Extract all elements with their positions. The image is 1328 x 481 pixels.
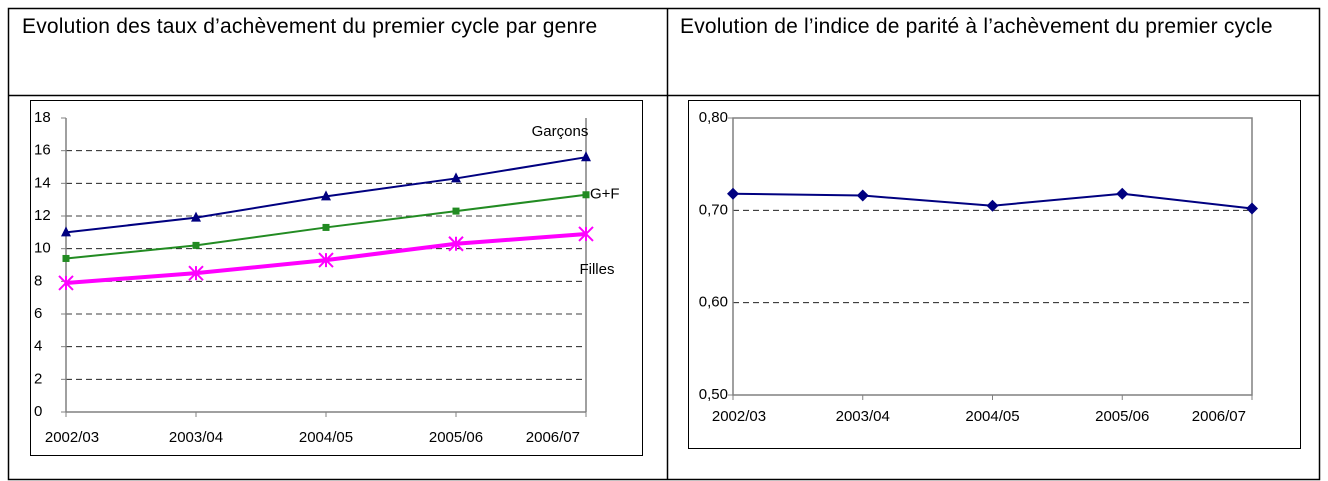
x-tick-label: 2002/03 (45, 429, 99, 446)
marker (58, 275, 74, 291)
table-border (7, 7, 1321, 481)
chart-frame (688, 100, 1301, 449)
x-tick-label: 2003/04 (836, 408, 890, 425)
y-tick-label: 0,50 (699, 386, 728, 403)
marker (322, 223, 330, 231)
x-tick-label: 2003/04 (169, 429, 223, 446)
x-tick-label: 2002/03 (712, 408, 766, 425)
marker (188, 265, 204, 281)
x-tick-label: 2006/07 (1192, 408, 1246, 425)
marker (581, 151, 591, 162)
x-tick-label: 2005/06 (429, 429, 483, 446)
marker (62, 254, 70, 262)
marker (582, 191, 590, 199)
cell-title: Evolution des taux d’achèvement du premi… (22, 15, 598, 38)
marker (1246, 202, 1258, 215)
marker (321, 190, 331, 201)
y-tick-label: 0,60 (699, 294, 728, 311)
x-tick-label: 2004/05 (965, 408, 1019, 425)
x-tick-label: 2005/06 (1095, 408, 1149, 425)
y-tick-label: 0 (34, 403, 42, 420)
y-tick-label: 12 (34, 207, 51, 224)
y-tick-label: 8 (34, 272, 42, 289)
y-tick-label: 2 (34, 370, 42, 387)
cell-title: Evolution de l’indice de parité à l’achè… (680, 15, 1273, 38)
y-tick-label: 14 (34, 174, 51, 191)
marker (192, 241, 200, 249)
y-tick-label: 10 (34, 240, 51, 257)
y-tick-label: 16 (34, 142, 51, 159)
marker (451, 172, 461, 183)
x-tick-label: 2006/07 (526, 429, 580, 446)
marker (191, 211, 201, 222)
x-tick-label: 2004/05 (299, 429, 353, 446)
series-label: Filles (579, 261, 614, 278)
series-label: Garçons (532, 123, 589, 140)
y-tick-label: 0,80 (699, 109, 728, 126)
marker (452, 207, 460, 215)
y-tick-label: 6 (34, 305, 42, 322)
marker (61, 226, 71, 237)
marker (986, 199, 999, 212)
marker (448, 236, 464, 252)
y-tick-label: 18 (34, 109, 51, 126)
y-tick-label: 4 (34, 338, 42, 355)
series-label: G+F (590, 186, 620, 203)
marker (318, 252, 334, 268)
marker (1116, 187, 1129, 200)
marker (578, 226, 594, 242)
y-tick-label: 0,70 (699, 201, 728, 218)
marker (856, 189, 869, 202)
marker (727, 187, 739, 200)
